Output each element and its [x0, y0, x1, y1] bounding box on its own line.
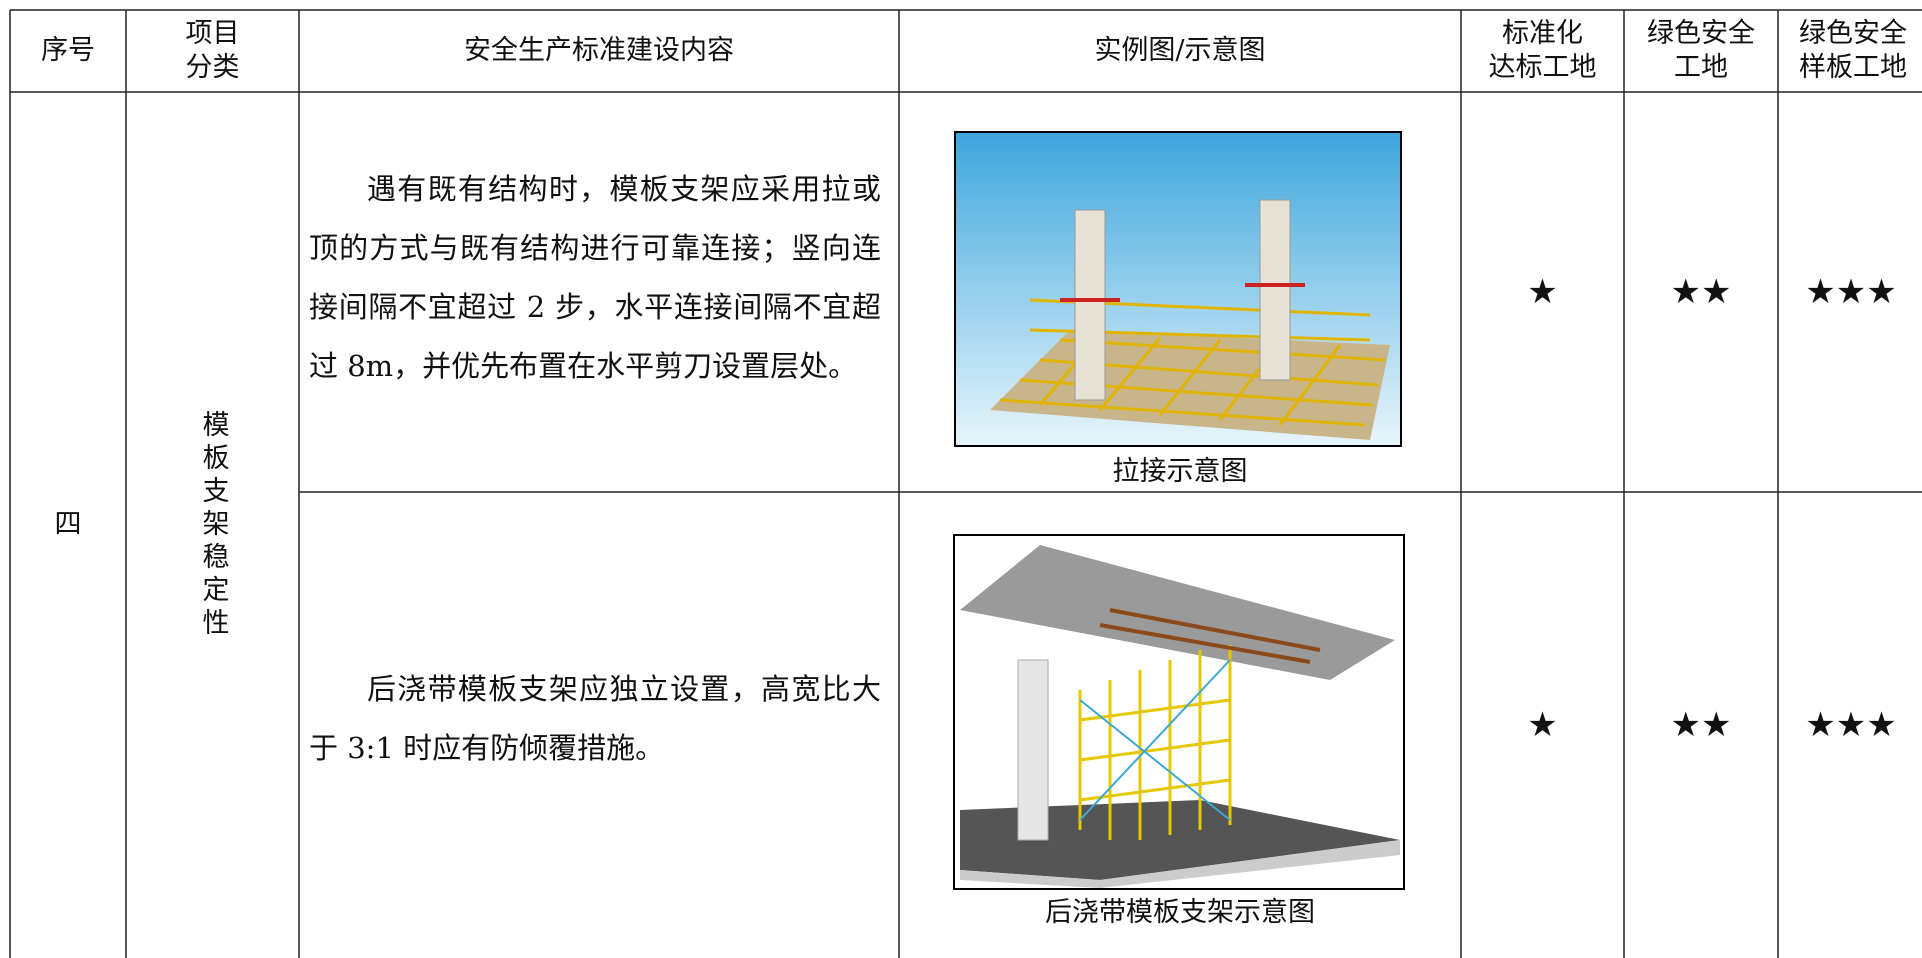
star-rating: ★★ — [1670, 272, 1732, 312]
header-text: 项目 — [185, 18, 240, 49]
header-text: 安全生产标准建设内容 — [464, 35, 734, 66]
header-text: 标准化 — [1502, 18, 1583, 49]
header-text: 工地 — [1674, 52, 1728, 83]
illustration-post-pour — [953, 534, 1405, 890]
star-rating: ★★ — [1670, 705, 1732, 745]
header-text: 分类 — [185, 52, 240, 83]
header-text: 达标工地 — [1488, 52, 1597, 83]
header-cell: 标准化 达标工地 — [1461, 10, 1624, 92]
header-cell: 绿色安全 样板工地 — [1778, 10, 1922, 92]
star-rating: ★ — [1527, 272, 1558, 312]
header-cell: 绿色安全 工地 — [1624, 10, 1778, 92]
header-text: 样板工地 — [1799, 52, 1907, 83]
star-rating: ★ — [1527, 705, 1558, 745]
star-rating: ★★★ — [1805, 272, 1897, 312]
header-text: 绿色安全 — [1647, 18, 1755, 49]
header-cell: 序号 — [10, 10, 126, 92]
header-text: 序号 — [41, 35, 95, 66]
header-cell: 实例图/示意图 — [899, 10, 1461, 92]
header-cell: 项目 分类 — [126, 10, 299, 92]
header-cell: 安全生产标准建设内容 — [299, 10, 899, 92]
caption: 拉接示意图 — [1112, 456, 1248, 487]
content-text: 遇有既有结构时，模板支架应采用拉或顶的方式与既有结构进行可靠连接；竖向连接间隔不… — [309, 172, 881, 383]
header-text: 绿色安全 — [1799, 18, 1907, 49]
category-text: 模板支架稳定性 — [197, 409, 229, 641]
index-cell: 四 — [54, 509, 82, 540]
content-text: 后浇带模板支架应独立设置，高宽比大于 3:1 时应有防倾覆措施。 — [309, 672, 881, 765]
header-text: 实例图/示意图 — [1094, 35, 1266, 66]
category-cell: 模板支架稳定性 — [126, 92, 299, 958]
star-rating: ★★★ — [1805, 705, 1897, 745]
illustration-tie — [954, 131, 1402, 447]
caption: 后浇带模板支架示意图 — [1045, 897, 1315, 928]
